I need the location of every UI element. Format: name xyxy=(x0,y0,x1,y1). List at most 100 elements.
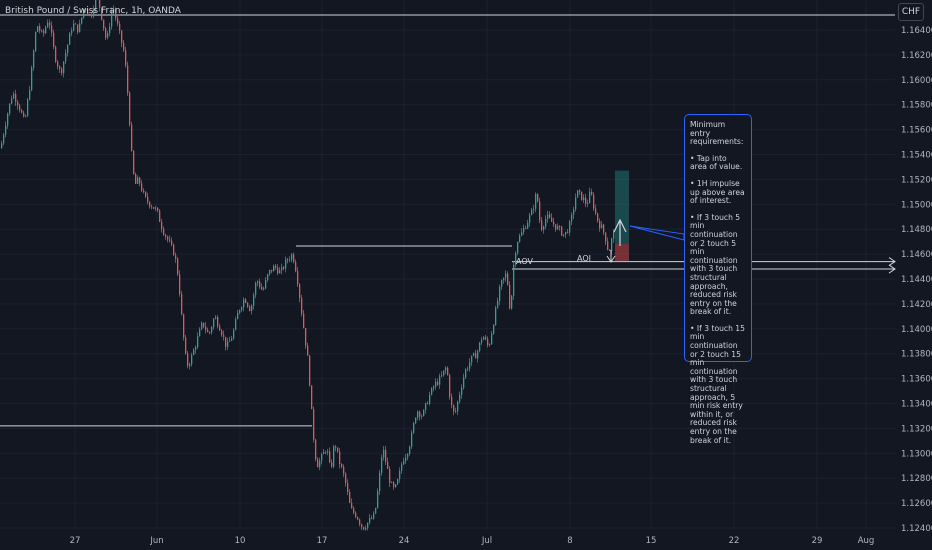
candle-body xyxy=(361,524,363,528)
candle-body xyxy=(243,299,245,308)
long-position-tool[interactable] xyxy=(615,170,629,262)
candle-body xyxy=(17,101,19,106)
candle-body xyxy=(533,208,535,210)
candle-body xyxy=(607,241,609,250)
candle-body xyxy=(11,98,13,104)
candle-body xyxy=(593,194,595,209)
candle-body xyxy=(359,519,361,525)
candle-body xyxy=(549,214,551,218)
y-tick-label: 1.15800 xyxy=(901,101,932,111)
candle-body xyxy=(315,439,317,460)
candle-body xyxy=(481,339,483,343)
candle-body xyxy=(567,231,569,233)
candle-body xyxy=(85,9,87,10)
candle-body xyxy=(595,208,597,214)
candle-body xyxy=(423,410,425,416)
candle-body xyxy=(341,464,343,467)
candle-body xyxy=(263,288,265,290)
y-tick-label: 1.14800 xyxy=(901,225,932,235)
candle-body xyxy=(219,326,221,331)
y-tick-label: 1.15400 xyxy=(901,151,932,161)
candle-body xyxy=(123,42,125,51)
candle-body xyxy=(129,92,131,125)
candle-body xyxy=(475,353,477,359)
candle-body xyxy=(371,518,373,519)
candle-body xyxy=(121,30,123,43)
stop-zone xyxy=(615,244,629,262)
candle-body xyxy=(451,396,453,406)
candle-body xyxy=(119,23,121,31)
candle-body xyxy=(283,267,285,269)
candle-body xyxy=(101,7,103,20)
candle-body xyxy=(33,51,35,68)
candle-body xyxy=(463,377,465,388)
price-axis[interactable]: 1.16400 1.16200 1.16000 1.15800 1.15600 1.154… xyxy=(901,26,932,534)
candle-body xyxy=(405,457,407,461)
candle-body xyxy=(603,224,605,233)
candle-body xyxy=(3,134,5,144)
candle-body xyxy=(193,349,195,355)
candle-body xyxy=(287,259,289,261)
candle-body xyxy=(79,23,81,33)
candle-body xyxy=(227,341,229,347)
candle-body xyxy=(5,125,7,135)
candle-body xyxy=(357,517,359,520)
candle-body xyxy=(13,93,15,99)
candle-body xyxy=(105,28,107,38)
currency-badge[interactable]: CHF xyxy=(898,3,924,21)
candle-body xyxy=(335,446,337,448)
candle-body xyxy=(411,432,413,447)
candle-body xyxy=(165,234,167,237)
candle-body xyxy=(581,191,583,200)
candle-body xyxy=(307,345,309,356)
candle-body xyxy=(467,368,469,370)
candle-body xyxy=(31,67,33,91)
candle-body xyxy=(491,333,493,345)
candle-body xyxy=(453,405,455,412)
candle-body xyxy=(71,30,73,34)
x-tick-label: 29 xyxy=(812,536,823,546)
y-tick-label: 1.15600 xyxy=(901,126,932,136)
candle-body xyxy=(345,473,347,483)
candle-body xyxy=(215,317,217,319)
candle-body xyxy=(189,364,191,366)
candle-body xyxy=(57,61,59,67)
x-tick-label: 17 xyxy=(317,536,328,546)
candle-body xyxy=(1,143,3,149)
candle-body xyxy=(497,300,499,308)
candle-body xyxy=(231,338,233,341)
candle-body xyxy=(109,26,111,34)
candle-body xyxy=(409,446,411,454)
candle-body xyxy=(351,502,353,509)
aoi-label: AOI xyxy=(577,254,591,263)
candle-body xyxy=(279,270,281,274)
candle-body xyxy=(381,457,383,473)
candle-body xyxy=(19,105,21,111)
candle-body xyxy=(413,423,415,433)
time-axis[interactable]: 27 Jun 10 17 24 Jul 8 15 22 29 Aug xyxy=(70,536,875,546)
candle-body xyxy=(7,113,9,126)
chart-grid xyxy=(0,0,895,530)
candle-body xyxy=(273,265,275,272)
candle-body xyxy=(157,207,159,211)
candle-body xyxy=(147,196,149,202)
candle-body xyxy=(577,190,579,198)
candle-body xyxy=(237,312,239,320)
candle-body xyxy=(511,295,513,309)
candle-body xyxy=(313,409,315,440)
candle-body xyxy=(331,462,333,467)
candle-body xyxy=(169,239,171,241)
candle-body xyxy=(597,213,599,221)
candle-body xyxy=(115,9,117,19)
candle-body xyxy=(161,221,163,229)
y-tick-label: 1.15000 xyxy=(901,200,932,210)
candle-body xyxy=(223,334,225,337)
candle-body xyxy=(317,459,319,468)
candle-body xyxy=(525,228,527,230)
candle-body xyxy=(211,327,213,333)
annotation-note[interactable]: Minimum entry requirements: • Tap into a… xyxy=(684,114,752,444)
candle-body xyxy=(271,269,273,272)
candle-body xyxy=(131,124,133,151)
x-tick-label: Aug xyxy=(858,536,875,546)
